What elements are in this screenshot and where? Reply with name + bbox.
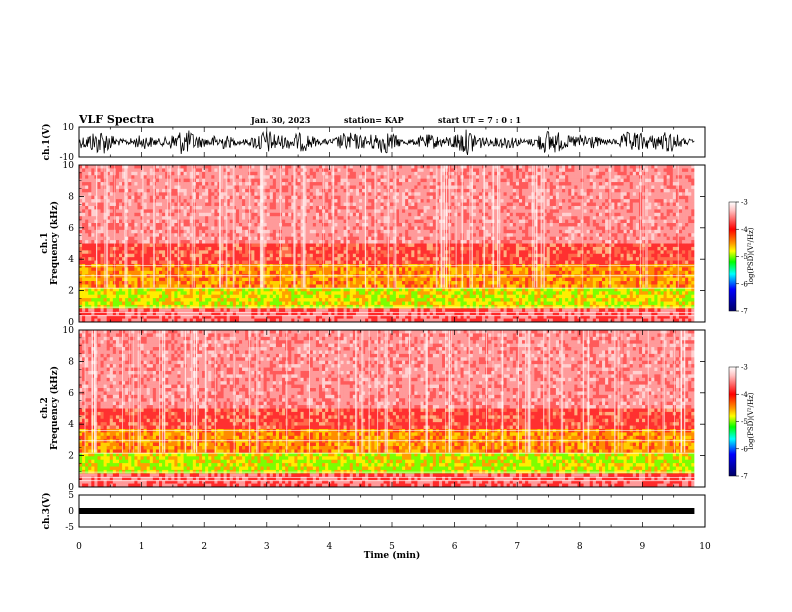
ch1-spec-ytick-2: 2 bbox=[68, 287, 74, 297]
ch1-colorbar-label: log(PSD)(V²/Hz) bbox=[747, 227, 755, 284]
ch3-waveform-panel: 5 0 -5 ch.3(V) bbox=[41, 491, 706, 533]
x-tick-label-2: 2 bbox=[201, 542, 207, 552]
ch2-colorbar-tick--6: -6 bbox=[741, 445, 748, 453]
ch1-colorbar-tick--6: -6 bbox=[741, 280, 748, 288]
ch1-spec-ytick-10: 10 bbox=[63, 161, 75, 171]
ch3-ylabel: ch.3(V) bbox=[41, 493, 52, 530]
ch3-waveform-band bbox=[79, 508, 695, 514]
ch2-spec-ylabel: Frequency (kHz) bbox=[49, 366, 60, 450]
x-tick-label-3: 3 bbox=[264, 542, 270, 552]
ch2-colorbar-tick--7: -7 bbox=[741, 473, 748, 481]
ch2-spec-ytick-10: 10 bbox=[63, 326, 75, 336]
ch1-colorbar-tick--3: -3 bbox=[741, 199, 748, 207]
ch1-spec-ytick-8: 8 bbox=[68, 192, 74, 202]
ch1-spectrogram-image bbox=[79, 165, 705, 323]
ch1-ytick-bottom: -10 bbox=[60, 153, 75, 163]
x-tick-label-1: 1 bbox=[139, 542, 145, 552]
ch1-waveform-line bbox=[78, 129, 695, 155]
ch2-spec-ytick-4: 4 bbox=[68, 420, 74, 430]
x-tick-label-10: 10 bbox=[699, 542, 711, 552]
ch3-ytick-mid: 0 bbox=[68, 507, 74, 517]
ch1-spec-ylabel: Frequency (kHz) bbox=[49, 201, 60, 285]
ch2-spec-channel-label: ch.2 bbox=[40, 397, 50, 418]
ch2-spec-ytick-6: 6 bbox=[68, 389, 74, 399]
x-tick-label-7: 7 bbox=[514, 542, 520, 552]
ch3-ytick-bottom: -5 bbox=[65, 523, 74, 533]
ch1-spec-ytick-4: 4 bbox=[68, 255, 74, 265]
ch1-spec-ytick-6: 6 bbox=[68, 224, 74, 234]
ch2-colorbar-tick--5: -5 bbox=[741, 418, 748, 426]
ch2-spec-ytick-2: 2 bbox=[68, 452, 74, 462]
x-axis-title: Time (min) bbox=[364, 550, 421, 561]
ch1-waveform-panel: 10 -10 ch.1(V) bbox=[41, 123, 706, 163]
ch2-spectrogram-image bbox=[79, 330, 705, 488]
ch1-ytick-top: 10 bbox=[63, 123, 75, 133]
x-tick-label-9: 9 bbox=[640, 542, 646, 552]
x-tick-label-6: 6 bbox=[452, 542, 458, 552]
x-tick-label-8: 8 bbox=[577, 542, 583, 552]
x-tick-label-5: 5 bbox=[389, 542, 395, 552]
chart-date: Jan. 30, 2023 bbox=[250, 115, 311, 125]
ch2-spec-ytick-0: 0 bbox=[68, 483, 74, 493]
ch2-colorbar: -3 -4 -5 -6 -7 log(PSD)(V²/Hz) bbox=[728, 364, 755, 481]
ch1-colorbar-tick--5: -5 bbox=[741, 253, 748, 261]
chart-station: station= KAP bbox=[344, 115, 404, 125]
ch2-colorbar-tick--3: -3 bbox=[741, 364, 748, 372]
chart-title: VLF Spectra bbox=[78, 113, 154, 126]
ch1-spec-ytick-0: 0 bbox=[68, 318, 74, 328]
x-tick-label-4: 4 bbox=[327, 542, 333, 552]
ch1-colorbar-tick--7: -7 bbox=[741, 308, 748, 316]
ch2-spec-ytick-8: 8 bbox=[68, 357, 74, 367]
ch2-spectrogram-panel: 0 2 4 6 8 10 ch.2 Frequency (kHz) bbox=[40, 326, 706, 493]
ch1-colorbar-tick--4: -4 bbox=[741, 226, 748, 234]
ch1-ylabel: ch.1(V) bbox=[41, 124, 52, 161]
ch1-spec-channel-label: ch.1 bbox=[40, 232, 50, 253]
ch2-colorbar-tick--4: -4 bbox=[741, 391, 748, 399]
ch1-spectrogram-panel: 0 2 4 6 8 10 ch.1 Frequency (kHz) bbox=[40, 161, 706, 328]
chart-start-time: start UT = 7 : 0 : 1 bbox=[438, 115, 521, 125]
x-axis-tick-labels: 0 1 2 3 4 5 6 7 8 9 10 bbox=[76, 542, 711, 552]
ch3-ytick-top: 5 bbox=[68, 491, 74, 501]
ch1-colorbar: -3 -4 -5 -6 -7 log(PSD)(V²/Hz) bbox=[728, 199, 755, 316]
x-tick-label-0: 0 bbox=[76, 542, 82, 552]
ch2-colorbar-label: log(PSD)(V²/Hz) bbox=[747, 392, 755, 449]
